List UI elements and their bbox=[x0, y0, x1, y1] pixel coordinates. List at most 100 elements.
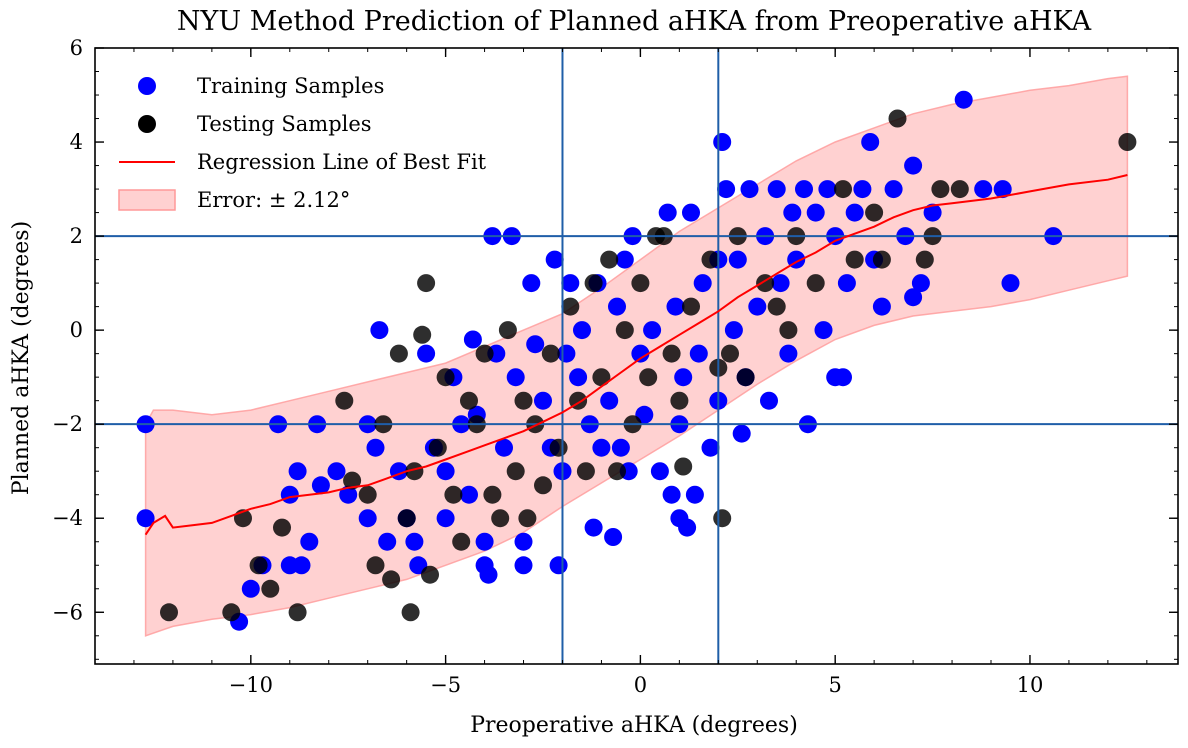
testing-point bbox=[452, 532, 471, 551]
x-tick-label: 5 bbox=[828, 673, 841, 697]
training-point bbox=[974, 180, 993, 199]
y-axis-label: Planned aHKA (degrees) bbox=[9, 221, 34, 495]
training-point bbox=[615, 250, 634, 269]
training-point bbox=[136, 509, 155, 528]
testing-point bbox=[358, 485, 377, 504]
training-point bbox=[561, 274, 580, 293]
training-point bbox=[795, 180, 813, 199]
testing-point bbox=[506, 462, 525, 481]
y-tick-label: −6 bbox=[52, 600, 83, 624]
testing-point bbox=[335, 391, 354, 410]
testing-point bbox=[713, 509, 732, 528]
training-point bbox=[514, 556, 533, 575]
x-axis-label: Preoperative aHKA (degrees) bbox=[470, 713, 798, 738]
training-point bbox=[783, 203, 802, 222]
training-point bbox=[732, 424, 751, 443]
plot-area: −10 −5 0 5 10 −6 −4 −2 0 2 4 6 bbox=[52, 36, 1179, 697]
training-point bbox=[358, 509, 377, 528]
training-point bbox=[884, 180, 903, 199]
x-tick-label: −10 bbox=[229, 673, 273, 697]
testing-point bbox=[249, 556, 268, 575]
training-point bbox=[1001, 274, 1020, 293]
legend-marker bbox=[138, 115, 156, 133]
testing-point bbox=[428, 438, 447, 457]
training-point bbox=[834, 368, 852, 387]
training-point bbox=[954, 90, 973, 109]
testing-point bbox=[549, 438, 568, 457]
training-point bbox=[845, 203, 864, 222]
training-point bbox=[806, 203, 825, 222]
testing-point bbox=[518, 509, 537, 528]
training-point bbox=[685, 485, 704, 504]
testing-point bbox=[343, 471, 362, 490]
y-tick-label: 6 bbox=[70, 36, 83, 60]
training-point bbox=[479, 565, 498, 584]
chart-title: NYU Method Prediction of Planned aHKA fr… bbox=[177, 6, 1092, 37]
legend-label: Training Samples bbox=[197, 74, 384, 98]
legend-marker bbox=[138, 77, 156, 95]
training-point bbox=[506, 368, 525, 387]
testing-point bbox=[397, 509, 416, 528]
training-point bbox=[853, 180, 872, 199]
testing-point bbox=[261, 579, 280, 598]
y-tick-label: 2 bbox=[70, 224, 83, 248]
testing-point bbox=[444, 485, 463, 504]
testing-point bbox=[491, 509, 510, 528]
legend-label: Testing Samples bbox=[197, 112, 372, 136]
testing-point bbox=[413, 325, 432, 344]
training-point bbox=[557, 344, 576, 363]
testing-point bbox=[436, 368, 455, 387]
training-point bbox=[417, 344, 436, 363]
training-point bbox=[779, 344, 798, 363]
training-point bbox=[728, 250, 747, 269]
testing-point bbox=[288, 603, 307, 622]
testing-point bbox=[600, 250, 619, 269]
training-point bbox=[549, 556, 568, 575]
training-point bbox=[475, 532, 494, 551]
training-point bbox=[592, 438, 611, 457]
testing-point bbox=[615, 321, 634, 340]
testing-point bbox=[701, 250, 720, 269]
testing-point bbox=[541, 344, 560, 363]
testing-point bbox=[421, 565, 439, 584]
training-point bbox=[436, 462, 455, 481]
testing-point bbox=[674, 457, 693, 476]
testing-point bbox=[222, 603, 241, 622]
x-tick-label: 0 bbox=[634, 673, 647, 697]
y-tick-label: 0 bbox=[70, 318, 83, 342]
testing-point bbox=[389, 344, 408, 363]
training-point bbox=[608, 297, 626, 316]
training-point bbox=[872, 297, 891, 316]
testing-point bbox=[382, 570, 401, 589]
testing-point bbox=[931, 180, 950, 199]
testing-point bbox=[498, 321, 517, 340]
legend-band-swatch bbox=[118, 189, 176, 211]
testing-point bbox=[845, 250, 864, 269]
y-tick-label: −4 bbox=[52, 506, 83, 530]
training-point bbox=[311, 476, 330, 495]
training-point bbox=[650, 462, 669, 481]
testing-point bbox=[950, 180, 969, 199]
training-point bbox=[569, 368, 588, 387]
training-point bbox=[993, 180, 1012, 199]
testing-point bbox=[460, 391, 478, 410]
training-point bbox=[740, 180, 759, 199]
training-point bbox=[904, 288, 923, 307]
y-tick-label: −2 bbox=[52, 412, 83, 436]
training-point bbox=[666, 297, 685, 316]
testing-point bbox=[592, 368, 611, 387]
training-point bbox=[460, 485, 478, 504]
training-point bbox=[611, 438, 630, 457]
training-point bbox=[584, 518, 603, 537]
training-point bbox=[682, 203, 700, 222]
testing-point bbox=[767, 297, 786, 316]
training-point bbox=[522, 274, 541, 293]
training-point bbox=[288, 462, 307, 481]
plot-frame bbox=[94, 47, 1179, 665]
training-point bbox=[366, 438, 385, 457]
training-point bbox=[643, 321, 662, 340]
testing-point bbox=[608, 462, 626, 481]
y-tick-label: 4 bbox=[70, 130, 83, 154]
testing-point bbox=[888, 109, 907, 128]
testing-point bbox=[576, 462, 595, 481]
